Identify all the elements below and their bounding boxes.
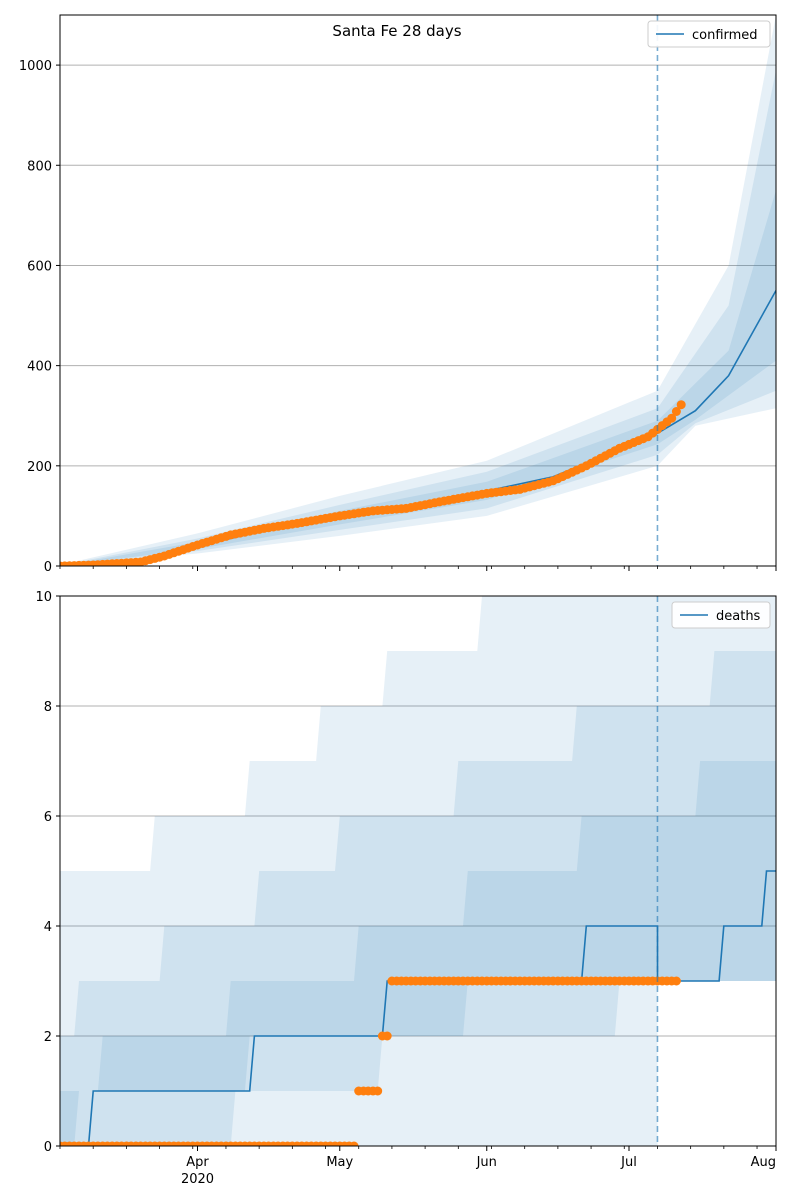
y-tick-label: 200 — [27, 460, 52, 475]
axes-frame — [59, 595, 777, 1147]
legend-box — [671, 601, 771, 629]
plot-area — [60, 596, 776, 1146]
y-tick-label: 800 — [27, 159, 52, 174]
y-tick-label: 2 — [44, 1030, 52, 1045]
y-tick-label: 10 — [35, 590, 52, 605]
y-tick-label: 8 — [44, 700, 52, 715]
legend-label: deaths — [716, 609, 761, 624]
y-tick-label: 600 — [27, 259, 52, 274]
x-tick-label: Aug — [751, 1155, 776, 1170]
y-tick-label: 0 — [44, 560, 52, 575]
y-tick-label: 6 — [44, 810, 52, 825]
observed-point — [373, 1086, 383, 1096]
x-tick-label: Jul — [620, 1155, 637, 1170]
plot-area — [60, 15, 776, 566]
figure-title: Santa Fe 28 days — [332, 22, 461, 40]
observed-point — [382, 1031, 392, 1041]
legend-box — [647, 20, 771, 48]
y-tick-label: 400 — [27, 360, 52, 375]
band-outer — [60, 15, 776, 566]
band-middle — [60, 70, 776, 566]
band-inner — [60, 761, 776, 1146]
x-tick-label: Apr — [186, 1155, 209, 1170]
observed-point — [671, 976, 681, 986]
x-tick-label: Jun — [476, 1155, 497, 1170]
deaths-axes: 0 2 4 6 8 10 Apr 2020 May Jun Jul Aug deaths — [35, 590, 777, 1187]
x-tick-label: May — [326, 1155, 353, 1170]
legend-label: confirmed — [692, 28, 758, 43]
band-middle — [60, 651, 776, 1146]
y-tick-label: 0 — [44, 1140, 52, 1155]
band-outer — [60, 596, 776, 1146]
observed-point — [667, 413, 677, 423]
y-tick-label: 1000 — [19, 59, 52, 74]
x-tick-year-label: 2020 — [181, 1172, 214, 1187]
observed-point — [349, 1141, 359, 1146]
axes-frame — [59, 14, 777, 567]
confirmed-axes: 0 200 400 600 800 1000 confirmed — [19, 14, 777, 575]
y-tick-label: 4 — [44, 920, 52, 935]
observed-point — [671, 407, 681, 416]
observed-point — [676, 400, 686, 410]
series-line-deaths — [60, 870, 776, 1146]
